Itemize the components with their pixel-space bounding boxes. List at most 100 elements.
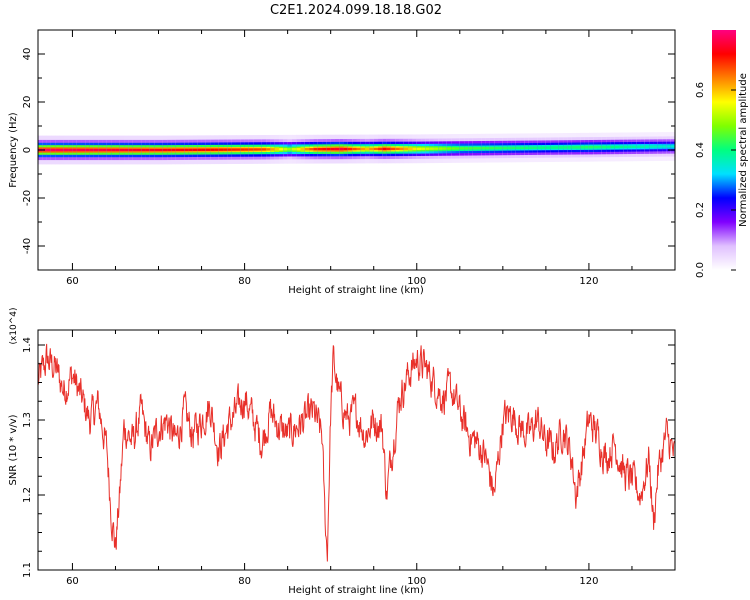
heatmap-panel: 60 80 100 120 -40 -20 0 20 40 Height of straigh… (8, 29, 676, 296)
heatmap-cell (50, 148, 56, 152)
heatmap-cell (128, 148, 134, 152)
heatmap-cell (197, 148, 202, 151)
heatmap-cell (378, 147, 383, 151)
heatmap-cell (438, 147, 443, 150)
colorbar-tick-label: 0.2 (695, 202, 706, 218)
heatmap-cell (640, 145, 646, 148)
heatmap-cell (93, 148, 99, 152)
snr-y-label: SNR (10 * v/v) (8, 414, 19, 485)
heatmap-cell (76, 148, 82, 152)
y-tick-label: 0 (22, 147, 33, 153)
heatmap-cell (584, 146, 590, 149)
heatmap-cell (231, 148, 237, 151)
heatmap-cell (154, 148, 159, 152)
heatmap-cell (601, 145, 607, 149)
heatmap-cell (464, 147, 469, 150)
heatmap-cell (201, 148, 207, 151)
heatmap-cell (162, 148, 168, 152)
heatmap-cell (416, 147, 422, 150)
y-tick-label: 1.4 (22, 337, 33, 353)
heatmap-cell (55, 148, 60, 152)
heatmap-cell (670, 145, 675, 148)
heatmap-cell (631, 145, 637, 148)
heatmap-cell (421, 147, 426, 150)
heatmap-cell (472, 147, 478, 150)
heatmap-cell (451, 147, 456, 150)
heatmap-cell (485, 146, 491, 150)
heatmap-cell (653, 145, 659, 148)
heatmap-cell (606, 145, 611, 149)
heatmap-cell (657, 145, 663, 148)
heatmap-cell (455, 147, 461, 150)
heatmap-cell (610, 145, 616, 149)
heatmap-cell (68, 148, 73, 152)
heatmap-cell (304, 148, 310, 151)
heatmap-cell (59, 148, 65, 152)
heatmap-cell (102, 148, 108, 152)
heatmap-cell (524, 146, 530, 149)
heatmap-cell (593, 145, 598, 149)
heatmap-cell (619, 145, 624, 149)
heatmap-cell (214, 148, 220, 151)
heatmap-cell (597, 145, 603, 149)
heatmap-cell (270, 148, 276, 151)
x-tick-label: 80 (238, 576, 251, 587)
y-tick-label: 1.1 (22, 562, 33, 578)
heatmap-cell (334, 147, 340, 151)
heatmap-cell (192, 148, 198, 152)
heatmap-cell (356, 147, 362, 151)
heatmap-cell (296, 148, 301, 151)
heatmap-cell (662, 145, 667, 148)
heatmap-cell (403, 147, 409, 151)
heatmap-cell (468, 147, 474, 150)
x-tick-label: 120 (579, 276, 598, 287)
y-tick-label: -40 (22, 238, 33, 254)
heatmap-cell (498, 146, 504, 150)
heatmap-cell (365, 147, 370, 151)
heatmap-cell (235, 148, 241, 151)
heatmap-cell (636, 145, 641, 148)
heatmap-cell (571, 146, 577, 149)
heatmap-cell (279, 148, 284, 151)
heatmap-cell (614, 145, 620, 149)
heatmap-cell (119, 148, 125, 152)
x-tick-label: 120 (579, 576, 598, 587)
heatmap-cell (291, 148, 297, 151)
heatmap-cell (89, 148, 95, 152)
heatmap-cell (141, 148, 146, 152)
heatmap-cell (149, 148, 155, 152)
heatmap-cell (395, 147, 400, 151)
heatmap-cell (382, 147, 388, 151)
snr-x-label: Height of straight line (km) (288, 585, 424, 596)
heatmap-cell (257, 148, 263, 151)
heatmap-cell (576, 146, 581, 149)
heatmap-cell (124, 148, 129, 152)
heatmap-cell (287, 148, 293, 151)
heatmap-cell (481, 147, 487, 150)
heatmap-cell (532, 146, 538, 149)
heatmap-cell (81, 148, 86, 152)
heatmap-cell (145, 148, 151, 152)
heatmap-cell (494, 146, 499, 150)
heatmap-cell (180, 148, 185, 152)
heatmap-cell (429, 147, 435, 150)
heatmap-cell (545, 146, 551, 149)
x-tick-label: 60 (66, 276, 79, 287)
heatmap-cell (580, 146, 586, 149)
heatmap-cell (313, 147, 319, 151)
heatmap-cell (46, 148, 52, 152)
heatmap-cell (184, 148, 190, 152)
colorbar: 0.0 0.2 0.4 0.6 Normalized spectral amplitu… (695, 30, 749, 278)
colorbar-tick-label: 0.0 (695, 262, 706, 278)
heatmap-cell (343, 147, 349, 151)
heatmap-cell (347, 147, 353, 151)
heatmap-cell (352, 147, 357, 151)
heatmap-cell (300, 148, 306, 151)
heatmap-cell (425, 147, 431, 150)
heatmap-cell (511, 146, 517, 150)
heatmap-cell (253, 148, 258, 151)
heatmap-cell (666, 145, 672, 148)
heatmap-cell (442, 147, 448, 150)
heatmap-cell (218, 148, 224, 151)
heatmap-cell (63, 148, 69, 152)
